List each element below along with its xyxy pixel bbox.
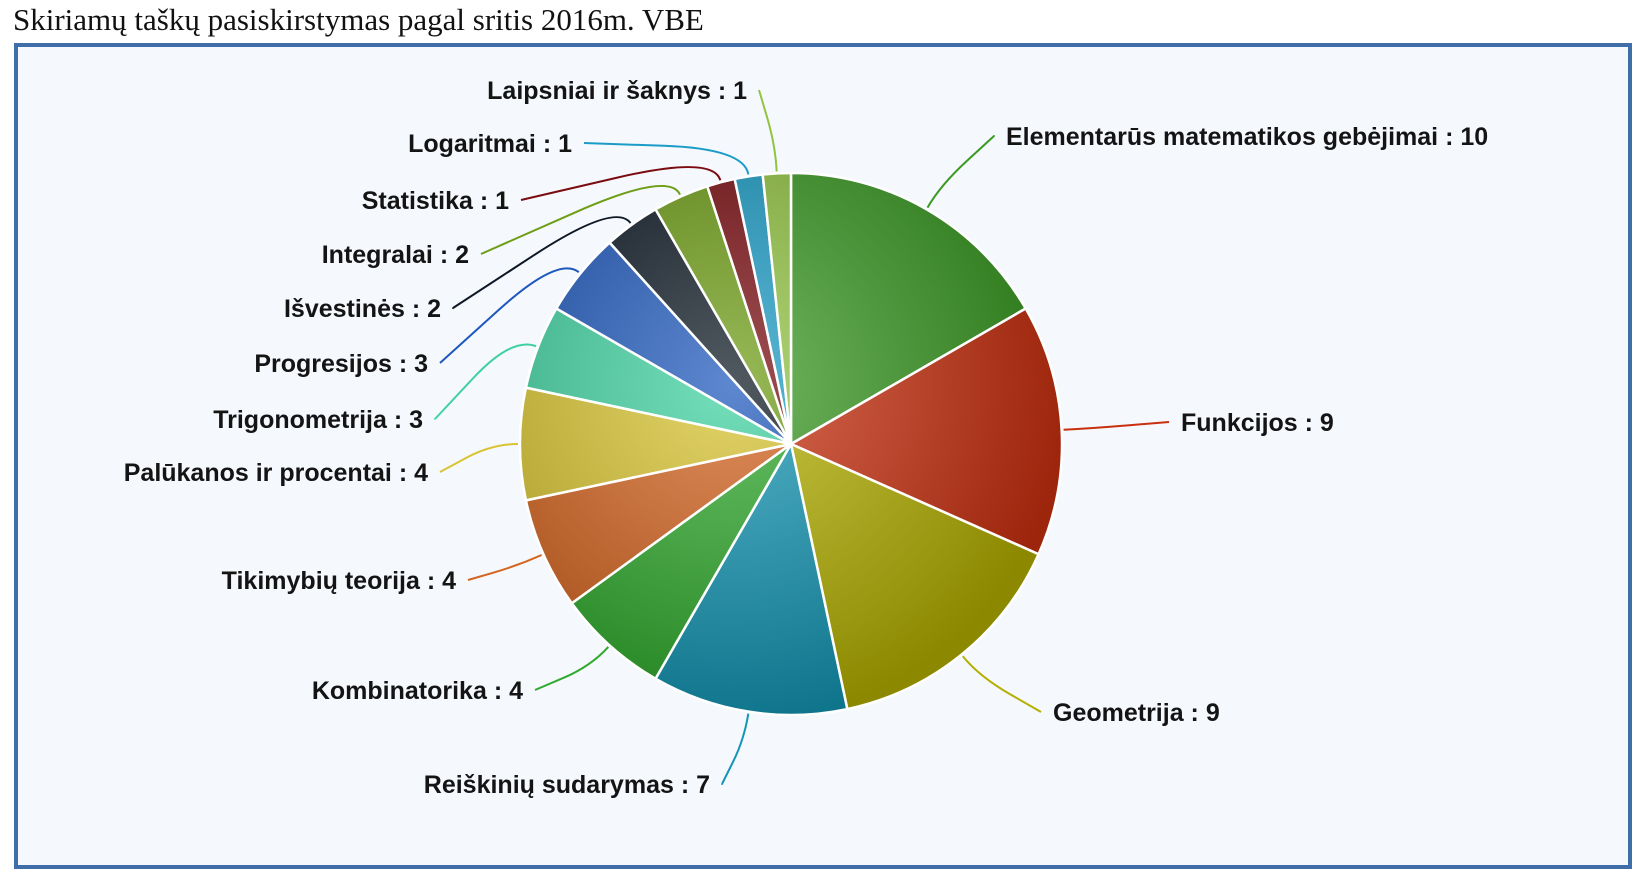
pie-slice-funkcijos (789, 307, 1064, 556)
slice-label-tikimybiu-teorija: Tikimybių teorija : 4 (222, 567, 456, 595)
slice-label-elementarus-matematikos-gebejimai: Elementarūs matematikos gebėjimai : 10 (1006, 123, 1488, 151)
leader-line-kombinatorika (534, 646, 610, 691)
leader-line-progresijos (439, 267, 580, 364)
leader-line-statistika (520, 166, 722, 201)
slice-label-kombinatorika: Kombinatorika : 4 (312, 677, 523, 705)
slice-label-logaritmai: Logaritmai : 1 (408, 130, 572, 158)
pie-slice-geometrija (789, 442, 1040, 711)
page-title: Skiriamų taškų pasiskirstymas pagal srit… (13, 2, 704, 37)
slice-label-integralai: Integralai : 2 (322, 241, 469, 269)
leader-line-integralai (480, 185, 681, 255)
pie-slice-palukanos-ir-procentai (518, 386, 793, 502)
slice-label-palukanos-ir-procentai: Palūkanos ir procentai : 4 (124, 459, 428, 487)
leader-line-reiskiniu-sudarymas (721, 713, 750, 786)
slice-label-progresijos: Progresijos : 3 (254, 350, 428, 378)
leader-line-logaritmai (583, 141, 750, 175)
leader-line-trigonometrija (433, 343, 537, 420)
leader-line-laipsniai-ir-saknys (758, 89, 778, 172)
pie-slice-kombinatorika (570, 442, 793, 680)
pie-slices (518, 171, 1064, 717)
leader-line-elementarus-matematikos-gebejimai (926, 134, 996, 209)
slice-label-laipsniai-ir-saknys: Laipsniai ir šaknys : 1 (487, 77, 747, 105)
leader-line-geometrija (962, 655, 1042, 713)
slice-label-statistika: Statistika : 1 (362, 187, 509, 215)
chart-frame: Elementarūs matematikos gebėjimai : 10 Fu… (14, 43, 1632, 869)
pie-chart: Elementarūs matematikos gebėjimai : 10 Fu… (124, 77, 1488, 799)
label-leader-lines (433, 89, 1170, 786)
leader-line-palukanos-ir-procentai (439, 443, 519, 473)
slice-label-trigonometrija: Trigonometrija : 3 (213, 406, 423, 434)
slice-label-geometrija: Geometrija : 9 (1053, 699, 1220, 727)
leader-line-tikimybiu-teorija (467, 554, 543, 581)
pie-slice-laipsniai-ir-saknys (761, 171, 793, 446)
slice-label-isvestines: Išvestinės : 2 (284, 295, 441, 323)
pie-slice-tikimybiu-teorija (524, 442, 793, 605)
slice-labels: Elementarūs matematikos gebėjimai : 10 Fu… (124, 77, 1488, 799)
slice-label-reiskiniu-sudarymas: Reiškinių sudarymas : 7 (424, 771, 710, 799)
slice-label-funkcijos: Funkcijos : 9 (1181, 409, 1334, 437)
leader-line-funkcijos (1063, 421, 1170, 431)
leader-line-isvestines (451, 216, 632, 310)
pie-slice-elementarus-matematikos-gebejimai (789, 171, 1027, 446)
pie-slice-reiskiniu-sudarymas (654, 442, 849, 717)
